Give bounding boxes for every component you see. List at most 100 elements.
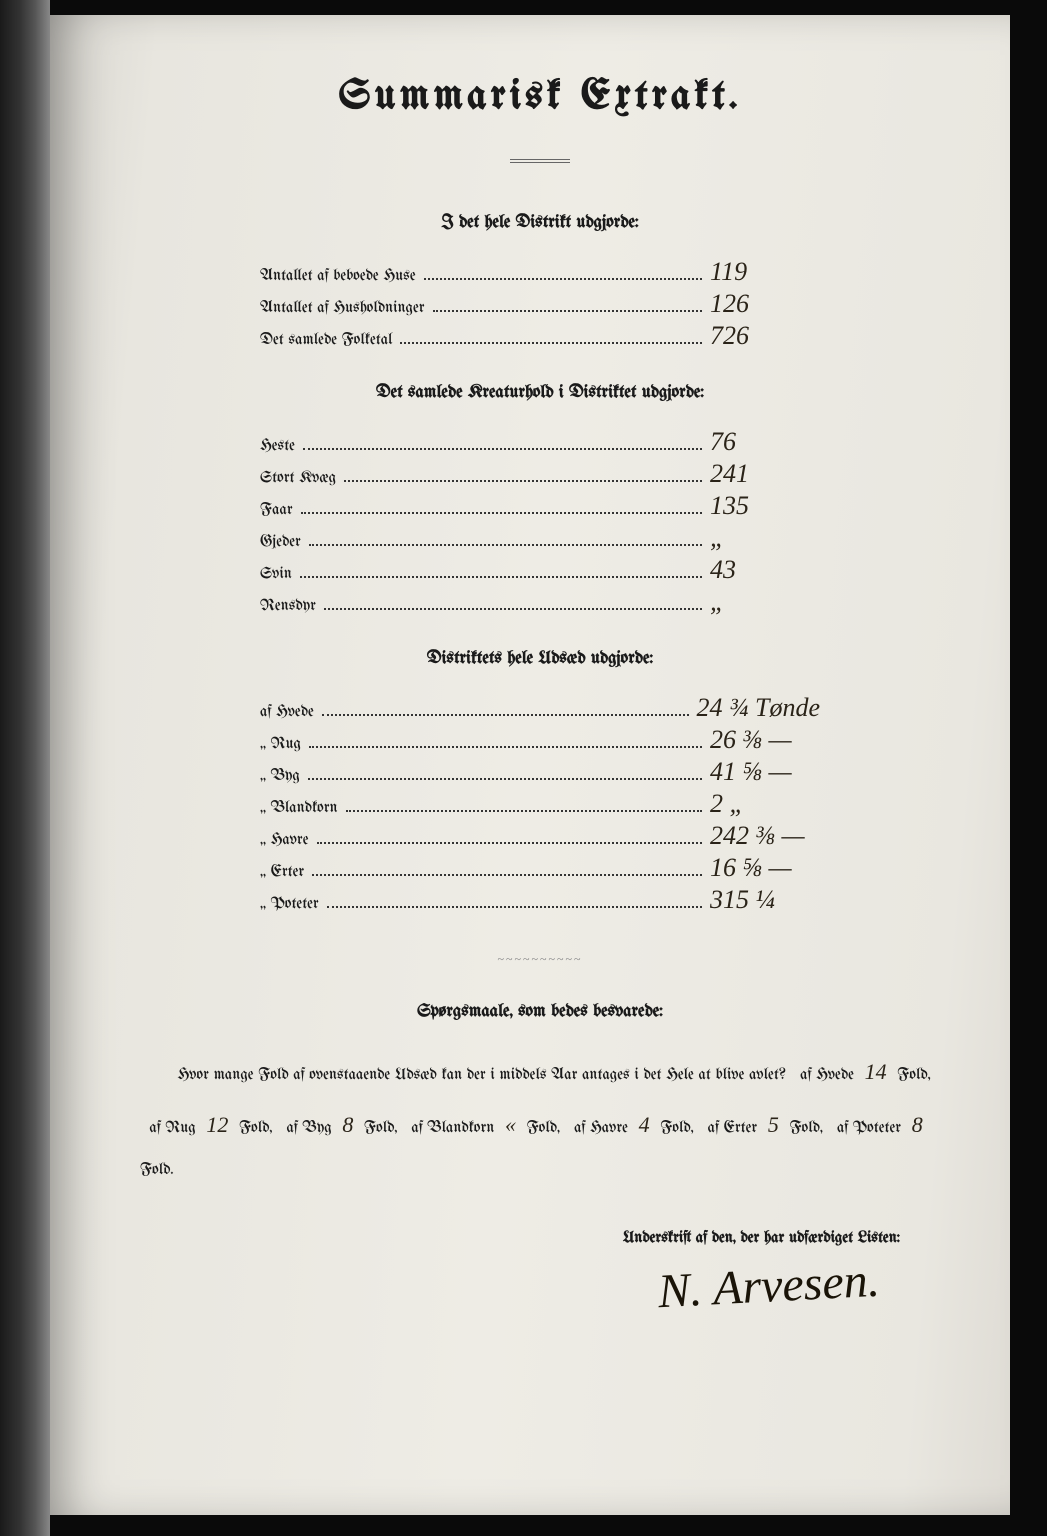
q-pre: af Hvede (800, 1067, 854, 1084)
leader-dots (324, 608, 702, 610)
leader-dots (346, 810, 702, 812)
document-page: Summarisk Extrakt. I det hele Distrikt u… (50, 15, 1010, 1515)
q-pre: af Poteter (837, 1120, 901, 1137)
row-value: 135 (710, 491, 820, 521)
row-label: „ Havre (260, 832, 309, 849)
row-blandkorn: „ Blandkorn 2 „ (260, 789, 820, 821)
row-value: 2 „ (710, 789, 820, 819)
row-value: 119 (710, 257, 820, 287)
row-rug: „ Rug 26 ⅜ — (260, 725, 820, 757)
row-value: „ (710, 587, 820, 617)
row-svin: Svin 43 (260, 555, 820, 587)
leader-dots (309, 544, 702, 546)
question-lead: Hvor mange Fold af ovenstaaende Udsæd ka… (178, 1067, 787, 1084)
questions-paragraph: Hvor mange Fold af ovenstaaende Udsæd ka… (140, 1046, 940, 1190)
leader-dots (300, 576, 702, 578)
q-val: 8 (906, 1112, 929, 1137)
row-value: 242 ⅜ — (710, 821, 820, 851)
row-faar: Faar 135 (260, 491, 820, 523)
row-heste: Heste 76 (260, 427, 820, 459)
row-rensdyr: Rensdyr „ (260, 587, 820, 619)
row-value: „ (710, 523, 820, 553)
leader-dots (308, 778, 702, 780)
page-content: Summarisk Extrakt. I det hele Distrikt u… (50, 15, 1010, 1367)
q-val: 14 (859, 1059, 893, 1084)
row-label: „ Blandkorn (260, 800, 338, 817)
signature: N. Arvesen. (139, 1253, 881, 1347)
row-byg: „ Byg 41 ⅝ — (260, 757, 820, 789)
q-val: 12 (200, 1112, 234, 1137)
leader-dots (424, 278, 702, 280)
row-erter: „ Erter 16 ⅝ — (260, 853, 820, 885)
leader-dots (400, 342, 702, 344)
row-value: 126 (710, 289, 820, 319)
book-binding (0, 0, 50, 1536)
row-label: Antallet af Husholdninger (260, 300, 425, 317)
q-pre: af Havre (574, 1120, 628, 1137)
leader-dots (433, 310, 702, 312)
row-label: „ Erter (260, 864, 304, 881)
row-label: Det samlede Folketal (260, 332, 392, 349)
section3-heading: Distriktets hele Udsæd udgjorde: (140, 649, 940, 668)
row-value: 41 ⅝ — (710, 757, 820, 787)
leader-dots (327, 906, 702, 908)
q-post: Fold, (239, 1120, 272, 1137)
row-label: „ Rug (260, 736, 301, 753)
row-value: 43 (710, 555, 820, 585)
q-post: Fold, (660, 1120, 693, 1137)
q-val: 8 (336, 1112, 359, 1137)
q-post: Fold, (364, 1120, 397, 1137)
section1-heading: I det hele Distrikt udgjorde: (140, 213, 940, 232)
row-folketal: Det samlede Folketal 726 (260, 321, 820, 353)
q-post: Fold, (527, 1120, 560, 1137)
row-label: Faar (260, 502, 293, 519)
title-rule (510, 159, 570, 163)
q-val: 5 (762, 1112, 785, 1137)
page-title: Summarisk Extrakt. (140, 75, 940, 119)
q-pre: af Rug (149, 1120, 195, 1137)
questions-heading: Spørgsmaale, som bedes besvarede: (140, 1002, 940, 1021)
row-label: Heste (260, 438, 295, 455)
q-post: Fold, (790, 1120, 823, 1137)
q-pre: af Blandkorn (411, 1120, 494, 1137)
signature-label: Underskrift af den, der har udfærdiget L… (140, 1230, 900, 1247)
leader-dots (309, 746, 702, 748)
row-huse: Antallet af beboede Huse 119 (260, 257, 820, 289)
row-husholdninger: Antallet af Husholdninger 126 (260, 289, 820, 321)
q-post: Fold, (897, 1067, 930, 1084)
section2-rows: Heste 76 Stort Kvæg 241 Faar 135 Gjeder … (260, 427, 820, 619)
leader-dots (317, 842, 702, 844)
q-val: 4 (633, 1112, 656, 1137)
row-value: 241 (710, 459, 820, 489)
row-label: Stort Kvæg (260, 470, 336, 487)
section1-rows: Antallet af beboede Huse 119 Antallet af… (260, 257, 820, 353)
q-pre: af Erter (708, 1120, 758, 1137)
row-poteter: „ Poteter 315 ¼ (260, 885, 820, 917)
leader-dots (312, 874, 702, 876)
row-label: af Hvede (260, 704, 314, 721)
row-kvaeg: Stort Kvæg 241 (260, 459, 820, 491)
row-value: 726 (710, 321, 820, 351)
leader-dots (303, 448, 702, 450)
row-havre: „ Havre 242 ⅜ — (260, 821, 820, 853)
row-label: Gjeder (260, 534, 301, 551)
row-value: 26 ⅜ — (710, 725, 820, 755)
q-val: « (499, 1112, 522, 1137)
leader-dots (322, 714, 689, 716)
row-value: 24 ¾ Tønde (697, 693, 821, 723)
row-value: 16 ⅝ — (710, 853, 820, 883)
row-value: 76 (710, 427, 820, 457)
row-label: „ Poteter (260, 896, 319, 913)
section2-heading: Det samlede Kreaturhold i Distriktet udg… (140, 383, 940, 402)
row-hvede: af Hvede 24 ¾ Tønde (260, 693, 820, 725)
row-label: Rensdyr (260, 598, 316, 615)
leader-dots (301, 512, 702, 514)
q-post: Fold. (140, 1162, 174, 1179)
row-label: Antallet af beboede Huse (260, 268, 416, 285)
ornament-rule: ~~~~~~~~~~ (460, 952, 620, 967)
q-pre: af Byg (286, 1120, 331, 1137)
section3-rows: af Hvede 24 ¾ Tønde „ Rug 26 ⅜ — „ Byg 4… (260, 693, 820, 917)
leader-dots (344, 480, 702, 482)
row-gjeder: Gjeder „ (260, 523, 820, 555)
row-value: 315 ¼ (710, 885, 820, 915)
